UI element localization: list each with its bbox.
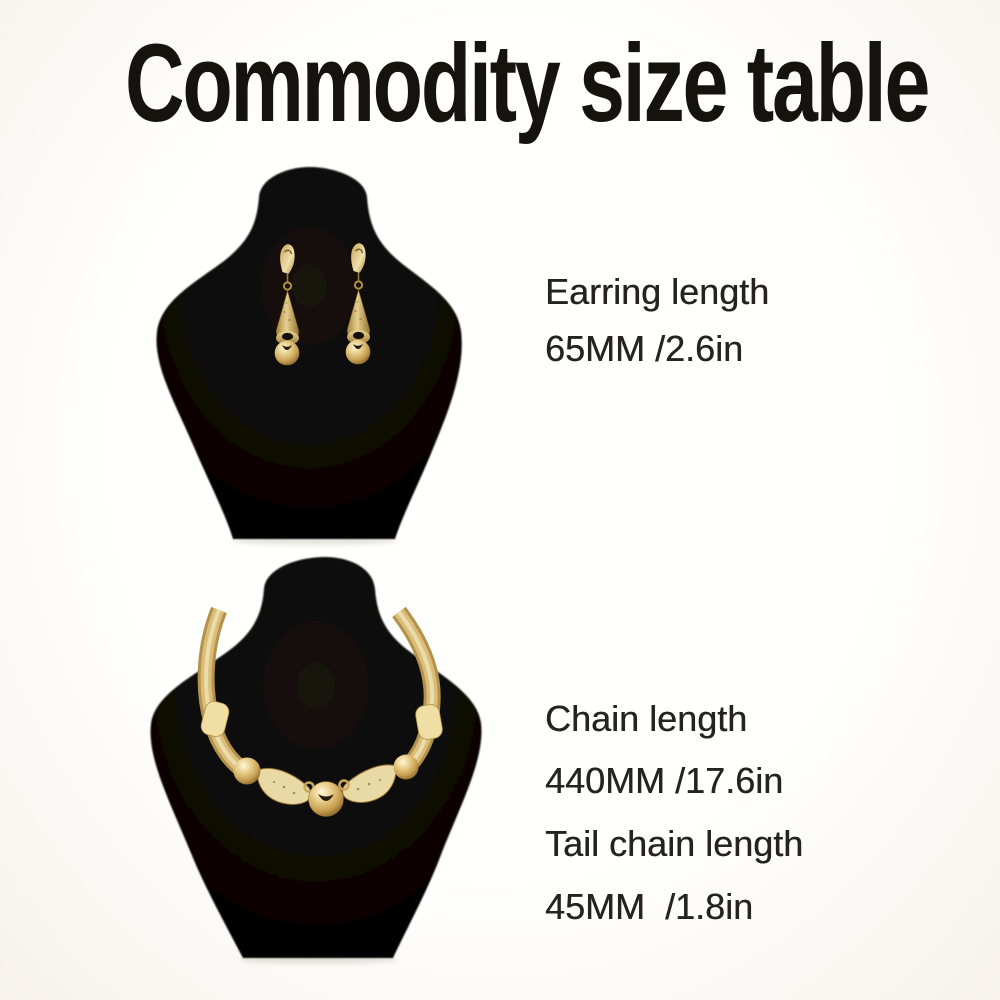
right-bead: [393, 754, 419, 780]
tail-chain-length-value: 45MM /1.8in: [545, 886, 754, 927]
tail-chain-length-label: Tail chain length: [545, 823, 804, 864]
chain-connector: [415, 704, 443, 740]
velvet-bust-silhouette: [150, 557, 482, 958]
earring-length-value: 65MM /2.6in: [545, 328, 744, 369]
necklace-display-image: [150, 557, 482, 964]
earring-display-image: [156, 167, 462, 545]
chain-length-value: 440MM /17.6in: [545, 760, 784, 801]
chain-length-label: Chain length: [545, 698, 748, 739]
right-loop: [338, 779, 350, 791]
earring-length-label: Earring length: [545, 271, 770, 312]
left-bead: [233, 757, 261, 785]
chain-connector: [200, 701, 230, 737]
page-title: Commodity size table: [125, 22, 930, 145]
velvet-bust-silhouette: [156, 167, 462, 539]
horn-engraving-specks: [272, 778, 382, 795]
gold-necklace: [197, 606, 443, 817]
ball-notch: [318, 794, 334, 801]
